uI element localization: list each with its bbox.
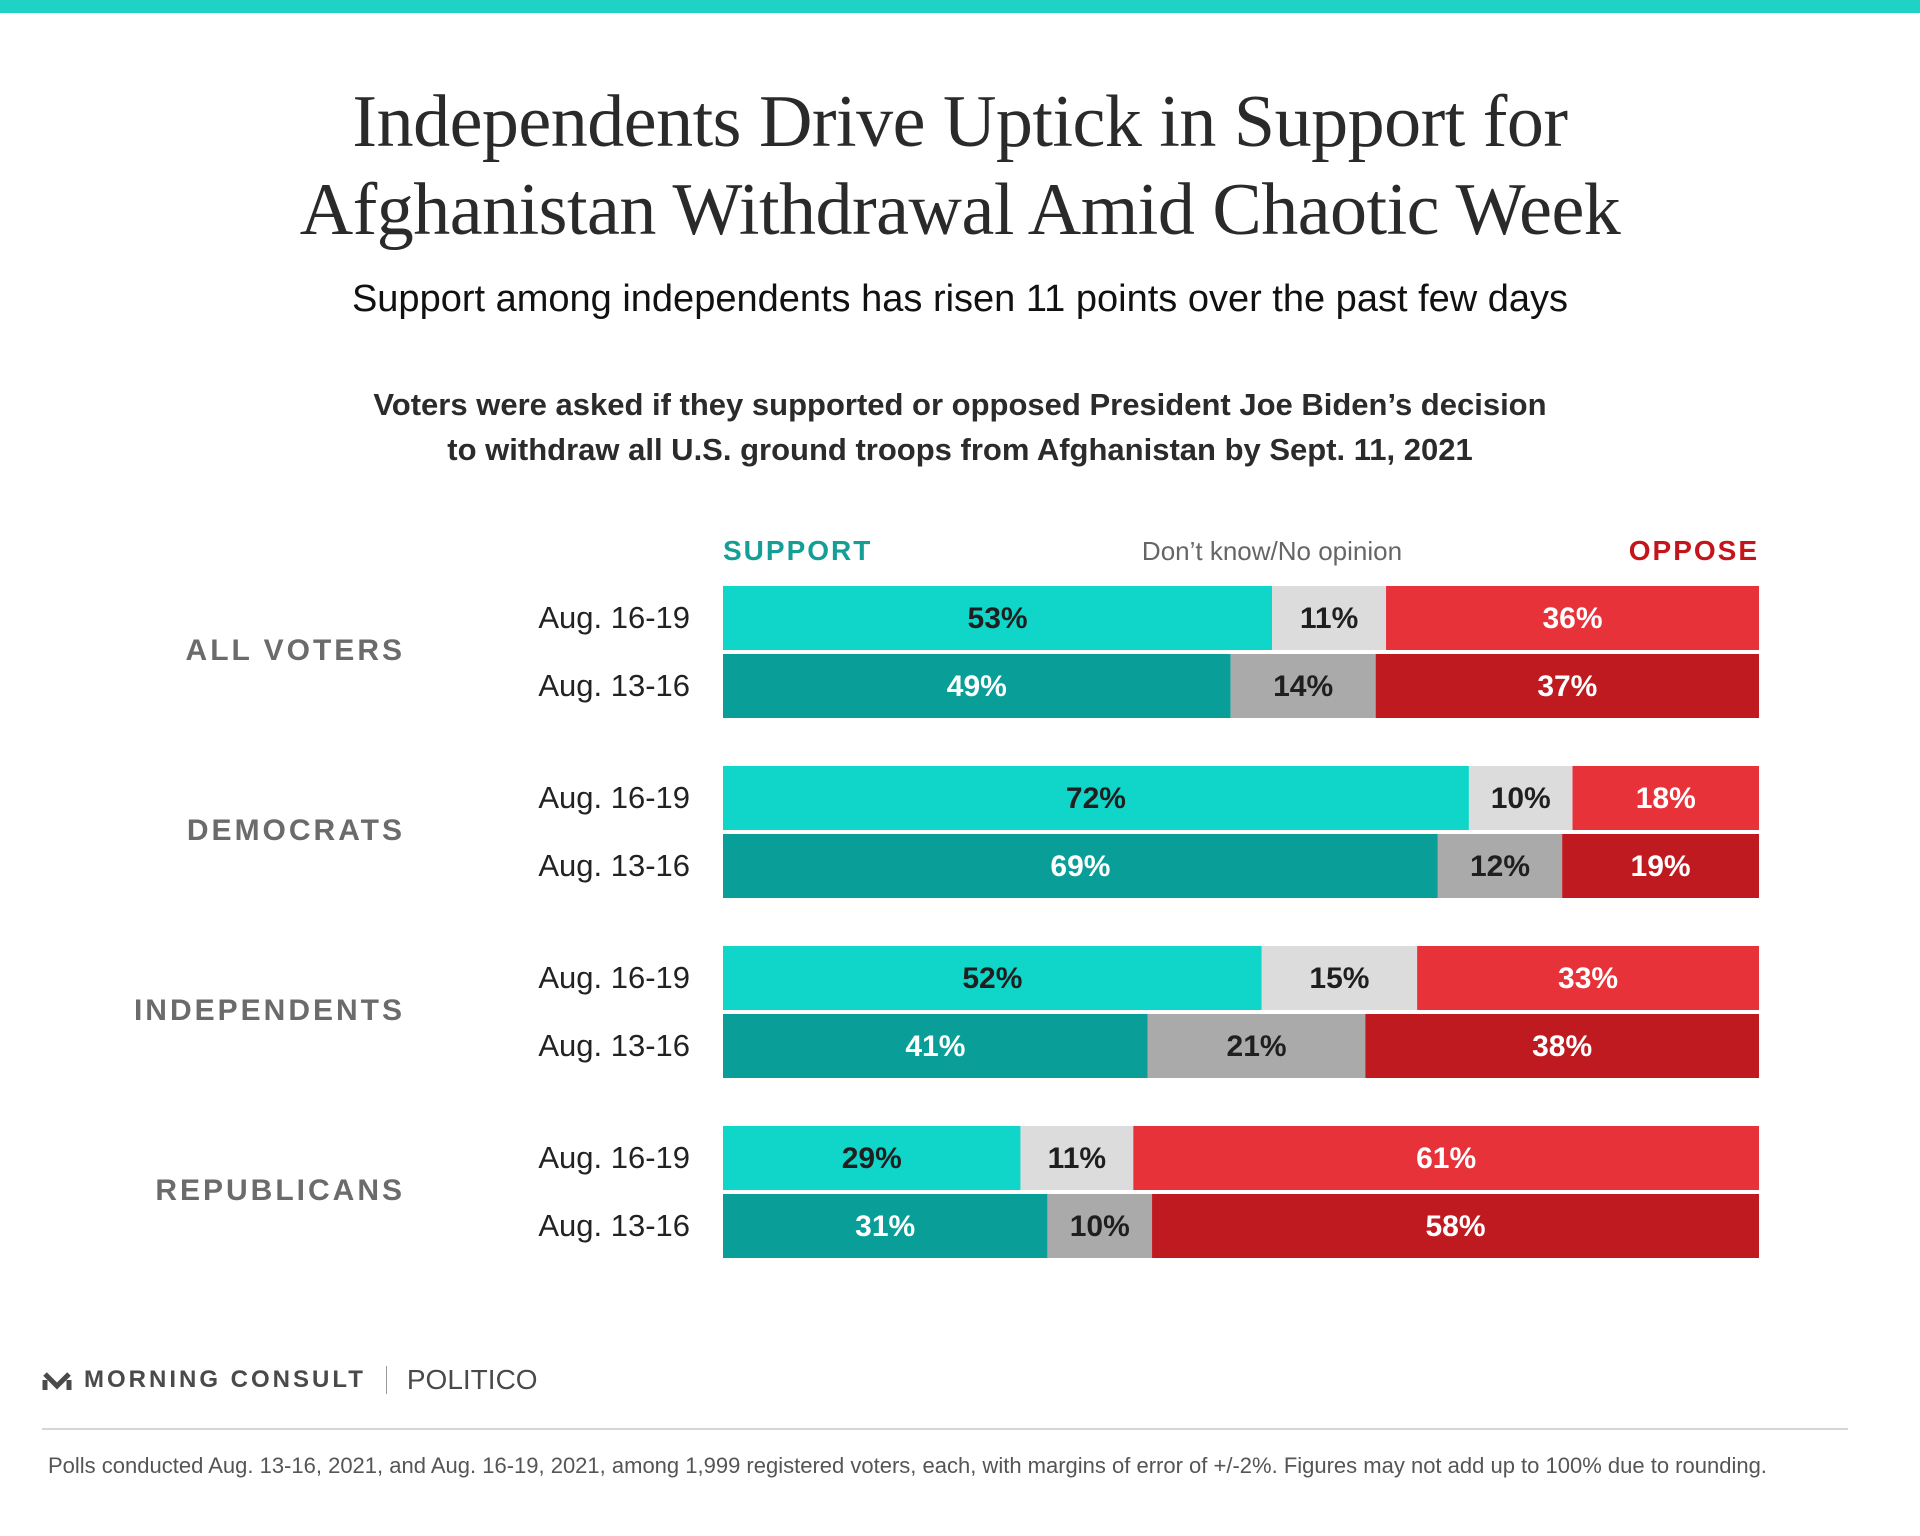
group-label: DEMOCRATS — [187, 814, 405, 847]
bar-oppose — [1133, 1126, 1759, 1190]
top-accent-bar — [0, 0, 1920, 13]
period-label: Aug. 13-16 — [538, 848, 690, 883]
bar-support — [723, 946, 1262, 1010]
bar-label-support: 72% — [1066, 782, 1126, 815]
period-label: Aug. 16-19 — [538, 960, 690, 995]
period-label: Aug. 13-16 — [538, 1208, 690, 1243]
bar-label-oppose: 61% — [1416, 1142, 1476, 1175]
bar-label-support: 49% — [947, 670, 1007, 703]
survey-question-line-1: Voters were asked if they supported or o… — [373, 387, 1547, 422]
bar-oppose — [1365, 1014, 1759, 1078]
bar-label-dk: 14% — [1273, 670, 1333, 703]
bar-label-oppose: 38% — [1532, 1030, 1592, 1063]
bar-label-dk: 11% — [1300, 602, 1358, 635]
bar-dk — [1047, 1194, 1153, 1258]
bar-label-oppose: 33% — [1558, 962, 1618, 995]
survey-question-line-2: to withdraw all U.S. ground troops from … — [447, 432, 1473, 467]
group-label: INDEPENDENTS — [134, 994, 405, 1027]
bar-oppose — [1562, 834, 1759, 898]
bar-oppose — [1386, 586, 1759, 650]
bar-label-support: 69% — [1050, 850, 1110, 883]
bar-support — [723, 586, 1273, 650]
branding: MORNING CONSULT POLITICO — [42, 1360, 538, 1400]
group-label: ALL VOTERS — [186, 634, 405, 667]
brand-separator — [385, 1366, 387, 1394]
bar-support — [723, 654, 1231, 718]
footer-divider — [42, 1428, 1848, 1430]
footnote: Polls conducted Aug. 13-16, 2021, and Au… — [48, 1453, 1767, 1478]
legend-support: SUPPORT — [723, 535, 872, 566]
bar-label-dk: 10% — [1070, 1210, 1130, 1243]
politico-wordmark: POLITICO — [406, 1364, 538, 1395]
bar-label-dk: 10% — [1491, 782, 1551, 815]
bar-support — [723, 1126, 1021, 1190]
chart-title: Independents Drive Uptick in Support for… — [0, 78, 1920, 254]
bar-dk — [1020, 1126, 1134, 1190]
bar-oppose — [1417, 946, 1759, 1010]
bar-label-dk: 21% — [1227, 1030, 1287, 1063]
bar-label-oppose: 37% — [1537, 670, 1597, 703]
legend-oppose: OPPOSE — [1629, 535, 1759, 566]
bar-dk — [1437, 834, 1563, 898]
period-label: Aug. 13-16 — [538, 668, 690, 703]
bar-support — [723, 1014, 1148, 1078]
bar-label-dk: 15% — [1309, 962, 1369, 995]
period-label: Aug. 16-19 — [538, 1140, 690, 1175]
bar-label-oppose: 58% — [1426, 1210, 1486, 1243]
legend-dont-know: Don’t know/No opinion — [1142, 536, 1402, 566]
bar-label-support: 31% — [855, 1210, 915, 1243]
period-label: Aug. 16-19 — [538, 780, 690, 815]
stacked-bar-chart: SUPPORT Don’t know/No opinion OPPOSE ALL VO… — [134, 535, 1759, 1258]
bar-support — [723, 834, 1438, 898]
group-label: REPUBLICANS — [155, 1174, 405, 1207]
bar-support — [723, 1194, 1048, 1258]
period-label: Aug. 16-19 — [538, 600, 690, 635]
chart-subtitle: Support among independents has risen 11 … — [351, 278, 1569, 320]
bar-label-dk: 11% — [1048, 1142, 1106, 1175]
bar-oppose — [1375, 654, 1759, 718]
bar-label-support: 53% — [968, 602, 1028, 635]
bar-label-support: 41% — [905, 1030, 965, 1063]
morning-consult-logo-icon — [42, 1372, 72, 1390]
bar-label-support: 29% — [842, 1142, 902, 1175]
bar-support — [723, 766, 1469, 830]
morning-consult-wordmark: MORNING CONSULT — [84, 1366, 366, 1393]
bar-label-dk: 12% — [1470, 850, 1530, 883]
bar-label-oppose: 19% — [1631, 850, 1691, 883]
bar-label-oppose: 18% — [1636, 782, 1696, 815]
bar-dk — [1230, 654, 1376, 718]
bar-label-oppose: 36% — [1542, 602, 1602, 635]
bar-dk — [1272, 586, 1387, 650]
chart-title-line-2: Afghanistan Withdrawal Amid Chaotic Week — [299, 169, 1621, 251]
period-label: Aug. 13-16 — [538, 1028, 690, 1063]
bar-oppose — [1152, 1194, 1759, 1258]
bar-dk — [1261, 946, 1418, 1010]
chart-title-line-1: Independents Drive Uptick in Support for — [352, 81, 1568, 163]
survey-question: Voters were asked if they supported or o… — [0, 382, 1920, 472]
bar-dk — [1147, 1014, 1366, 1078]
bar-label-support: 52% — [962, 962, 1022, 995]
bar-oppose — [1572, 766, 1759, 830]
bar-dk — [1468, 766, 1573, 830]
